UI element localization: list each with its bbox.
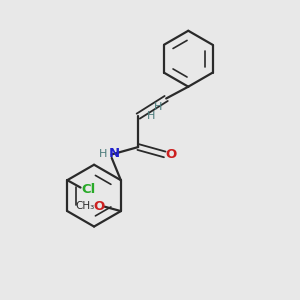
Text: H: H: [146, 110, 155, 121]
Text: O: O: [166, 148, 177, 161]
Text: CH₃: CH₃: [75, 201, 94, 211]
Text: H: H: [99, 149, 108, 159]
Text: Cl: Cl: [82, 182, 96, 196]
Text: O: O: [94, 200, 105, 213]
Text: N: N: [109, 147, 120, 160]
Text: H: H: [154, 102, 162, 112]
